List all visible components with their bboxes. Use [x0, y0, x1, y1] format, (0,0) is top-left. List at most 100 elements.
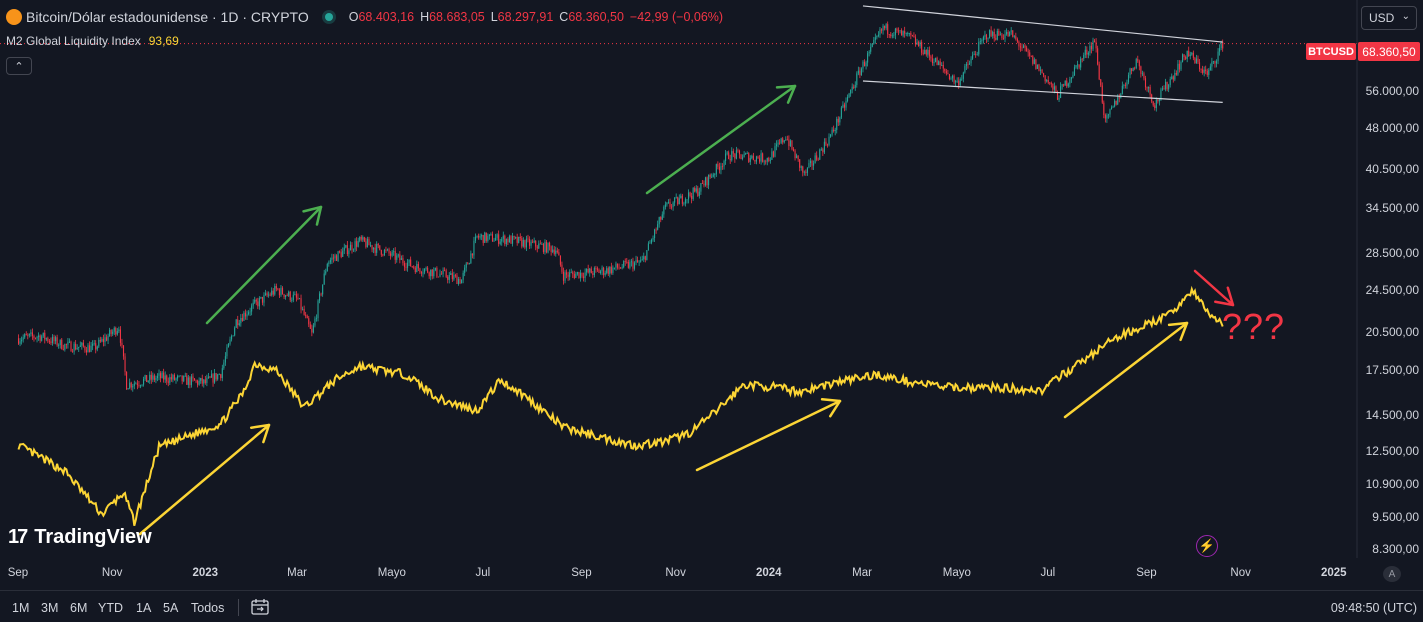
candle	[1114, 99, 1116, 108]
candle-body	[771, 151, 773, 160]
candle	[513, 235, 515, 240]
candle	[65, 343, 67, 349]
candle-body	[978, 42, 980, 55]
candle	[922, 49, 924, 56]
candle-body	[1189, 54, 1191, 57]
candle	[825, 138, 827, 147]
candle-body	[627, 261, 629, 268]
candle-body	[436, 267, 438, 277]
candle	[119, 326, 121, 347]
candle-body	[746, 153, 748, 155]
candle	[456, 273, 458, 285]
candle-body	[249, 311, 251, 313]
candle	[1089, 41, 1091, 56]
btc-candlestick-series	[17, 21, 1224, 392]
candle	[621, 263, 623, 270]
candle-body	[204, 379, 206, 383]
candle-body	[1092, 40, 1094, 50]
bitcoin-icon	[6, 9, 22, 25]
candle	[718, 162, 720, 174]
yellow-arrow	[1063, 321, 1189, 419]
candle	[873, 36, 875, 45]
candle	[116, 328, 118, 336]
candle	[285, 294, 287, 300]
candle	[1197, 55, 1199, 65]
candle-body	[700, 183, 702, 192]
candle	[160, 371, 162, 383]
candle-body	[462, 272, 464, 280]
candle-body	[186, 375, 188, 385]
indicator-name[interactable]: M2 Global Liquidity Index	[6, 34, 141, 48]
candle-body	[1084, 49, 1086, 56]
candle-body	[1194, 57, 1196, 64]
candle	[515, 236, 517, 240]
range-button[interactable]: 6M	[70, 601, 88, 615]
candle-body	[264, 293, 267, 295]
candle-body	[473, 240, 475, 256]
candle	[479, 233, 481, 240]
candle-body	[73, 343, 75, 352]
candle-body	[797, 155, 799, 160]
candle-body	[711, 176, 713, 178]
candle	[610, 262, 612, 275]
collapse-legend-button[interactable]: ⌃	[6, 57, 32, 75]
candle	[315, 314, 318, 322]
symbol-title[interactable]: Bitcoin/Dólar estadounidense · 1D · CRYP…	[26, 9, 309, 25]
candle	[485, 232, 487, 243]
tradingview-logo[interactable]: 17 TradingView	[8, 526, 152, 549]
candle	[286, 293, 288, 297]
candle-body	[907, 32, 909, 34]
utc-clock[interactable]: 09:48:50 (UTC)	[1330, 601, 1417, 615]
candle	[837, 116, 839, 126]
candle-body	[1072, 75, 1074, 78]
candle-body	[674, 197, 676, 203]
candle	[393, 248, 395, 256]
candle	[101, 337, 103, 343]
candle-body	[136, 383, 138, 385]
chart-canvas[interactable]	[0, 0, 1423, 590]
candle-body	[366, 239, 368, 248]
auto-scale-button[interactable]: A	[1383, 566, 1401, 582]
candle-body	[254, 299, 256, 303]
candle	[680, 193, 682, 199]
calendar-range-icon[interactable]	[250, 598, 270, 616]
range-button[interactable]: Todos	[191, 601, 225, 615]
candle	[553, 246, 555, 256]
candle	[1013, 34, 1015, 39]
candle	[295, 291, 297, 302]
candle-body	[833, 129, 835, 132]
candle	[275, 283, 277, 292]
candle-body	[692, 187, 694, 199]
candle	[573, 270, 575, 280]
range-button[interactable]: YTD	[98, 601, 123, 615]
candle	[1198, 59, 1201, 72]
candle	[647, 241, 649, 251]
candle-body	[491, 234, 494, 242]
candle	[246, 310, 248, 320]
lightning-bolt-icon[interactable]: ⚡	[1196, 535, 1218, 557]
range-button[interactable]: 1A	[136, 601, 152, 615]
range-button[interactable]: 1M	[12, 601, 30, 615]
candle	[93, 339, 95, 346]
candle	[115, 326, 117, 337]
candle	[309, 321, 311, 329]
candle-body	[289, 291, 291, 301]
candle	[1212, 60, 1214, 65]
candle	[348, 248, 350, 258]
range-button[interactable]: 3M	[41, 601, 59, 615]
candle	[854, 81, 856, 91]
price-tick-label: 10.900,00	[1365, 476, 1419, 491]
candle	[102, 334, 104, 347]
candle-body	[457, 279, 460, 285]
candle	[1012, 30, 1014, 38]
currency-selector[interactable]: USD ⌄	[1361, 6, 1417, 30]
candle-body	[530, 241, 532, 246]
candle-body	[947, 73, 949, 75]
candle	[538, 240, 540, 249]
candle-body	[478, 235, 480, 238]
range-button[interactable]: 5A	[163, 601, 179, 615]
candle-body	[547, 242, 549, 253]
candle	[791, 140, 793, 151]
candle	[652, 235, 654, 242]
chevron-down-icon: ⌄	[1401, 11, 1410, 22]
